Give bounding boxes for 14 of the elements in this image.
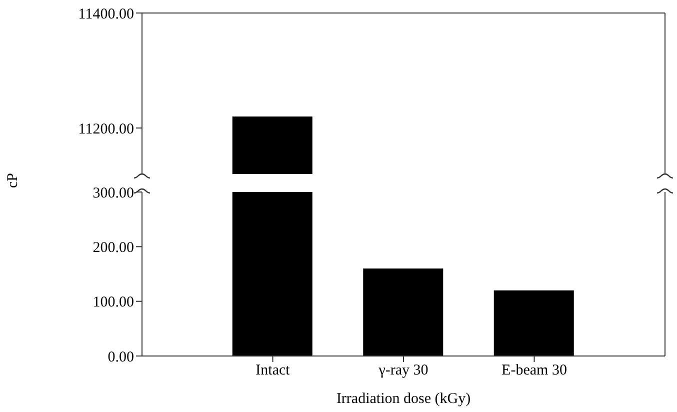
y-tick-label: 11400.00: [78, 6, 134, 22]
bar: [232, 192, 312, 356]
x-tick-label: E-beam 30: [502, 362, 567, 379]
x-tick-label: Intact: [256, 362, 291, 379]
bar: [494, 290, 574, 356]
y-tick-label: 0.00: [108, 349, 134, 366]
y-tick-label: 100.00: [92, 294, 134, 311]
y-tick-label: 300.00: [92, 185, 134, 202]
x-tick-label: γ-ray 30: [378, 362, 428, 379]
x-axis-title: Irradiation dose (kGy): [336, 391, 471, 407]
y-tick-label: 11200.00: [78, 121, 134, 138]
bar: [363, 268, 444, 356]
y-axis-title: cP: [5, 173, 22, 188]
y-tick-label: 200.00: [92, 240, 134, 256]
